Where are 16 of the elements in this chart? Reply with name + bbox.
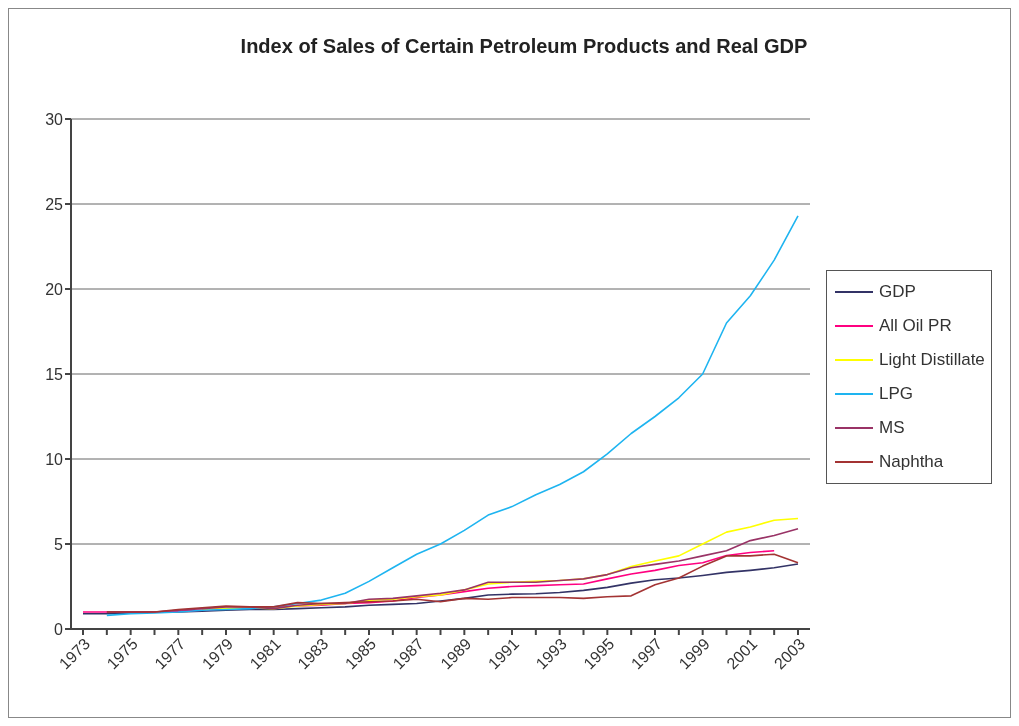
y-tick-label: 0 [54, 620, 64, 638]
line-series [82, 563, 799, 615]
y-tick-label: 20 [45, 280, 64, 298]
y-tick-label: 5 [54, 535, 64, 553]
legend-label: Naphtha [879, 452, 944, 472]
legend-label: LPG [879, 384, 914, 404]
legend-label: MS [879, 418, 905, 438]
legend-label: GDP [879, 282, 916, 302]
y-tick-label: 15 [45, 365, 64, 383]
line-series [106, 215, 799, 617]
y-tick-label: 25 [45, 195, 64, 213]
legend-label: Light Distillate [879, 350, 985, 370]
chart-title: Index of Sales of Certain Petroleum Products and Real GDP [239, 35, 809, 58]
y-tick-label: 30 [45, 110, 64, 128]
y-tick-label: 10 [45, 450, 64, 468]
legend-label: All Oil PR [879, 316, 952, 336]
